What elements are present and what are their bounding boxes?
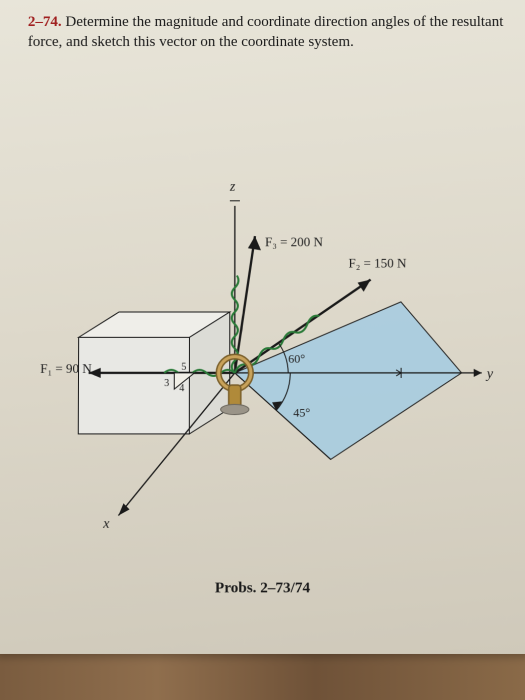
z-label: z xyxy=(229,180,236,195)
textbook-page: 2–74. Determine the magnitude and coordi… xyxy=(0,0,525,654)
problem-number: 2–74. xyxy=(28,14,62,30)
problem-statement: 2–74. Determine the magnitude and coordi… xyxy=(28,12,508,53)
f3-arrow xyxy=(248,236,261,250)
figure: y x z 45° F₃ = 200 N xyxy=(27,171,498,557)
x-axis-arrow xyxy=(118,503,129,515)
problem-body: Determine the magnitude and coordinate d… xyxy=(28,14,504,50)
back-box xyxy=(78,337,189,434)
angle-60: 60° xyxy=(288,352,305,366)
diagram-svg: y x z 45° F₃ = 200 N xyxy=(27,171,498,557)
y-axis-arrow xyxy=(474,369,482,377)
y-label: y xyxy=(485,367,494,382)
f2-arrow xyxy=(358,280,371,292)
tri-opp: 4 xyxy=(179,383,184,394)
f3-label: F₃ = 200 N xyxy=(265,234,324,249)
f2-label: F₂ = 150 N xyxy=(348,255,407,270)
f1-label: F₁ = 90 N xyxy=(40,361,92,376)
x-label: x xyxy=(102,517,110,532)
tri-adj: 3 xyxy=(164,378,169,389)
probs-caption: Probs. 2–73/74 xyxy=(0,580,525,597)
inclined-plane xyxy=(235,302,462,460)
tri-hyp: 5 xyxy=(181,362,186,373)
angle-45: 45° xyxy=(293,405,310,419)
